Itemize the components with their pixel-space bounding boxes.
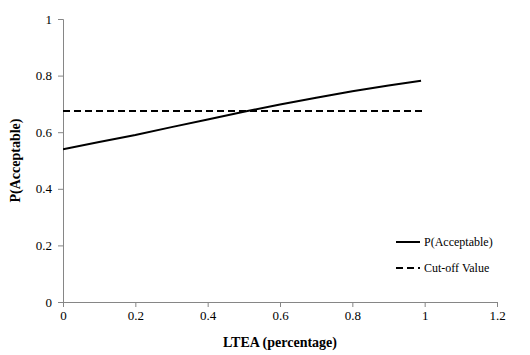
tick-mark	[58, 189, 63, 190]
tick: 0.8	[36, 68, 63, 83]
legend-item: Cut-off Value	[396, 261, 489, 275]
tick-mark	[58, 302, 63, 303]
legend-swatch	[396, 267, 420, 269]
axis-line	[58, 20, 64, 303]
tick-mark	[58, 76, 63, 77]
x-axis-title: LTEA (percentage)	[223, 335, 337, 351]
tick: 0.6	[36, 125, 63, 140]
series-line	[63, 110, 425, 112]
tick: 1.2	[489, 302, 505, 323]
tick-mark	[497, 302, 498, 307]
tick-label: 0	[60, 308, 67, 323]
tick: 0.6	[272, 302, 289, 323]
tick: 0.2	[36, 238, 63, 253]
legend-label: Cut-off Value	[424, 261, 489, 275]
legend-swatch	[396, 241, 420, 243]
tick-mark	[208, 302, 209, 307]
y-axis: 0 0.2 0.4 0.6 0.8 1	[36, 12, 64, 310]
tick: 1	[46, 12, 64, 27]
tick-label: 0.4	[200, 308, 217, 323]
tick-label: 0.6	[36, 125, 53, 140]
tick-label: 0.4	[36, 181, 53, 196]
tick-mark	[135, 302, 136, 307]
series-line	[63, 81, 421, 149]
tick-label: 0.8	[345, 308, 361, 323]
tick-label: 0	[46, 295, 53, 310]
tick-label: 0.6	[272, 308, 289, 323]
legend: P(Acceptable) Cut-off Value	[396, 235, 493, 275]
legend-label: P(Acceptable)	[424, 235, 493, 249]
axis-line	[64, 303, 498, 308]
legend-item: P(Acceptable)	[396, 235, 493, 249]
tick: 0.8	[345, 302, 361, 323]
tick-label: 1	[46, 12, 53, 27]
plot: 0 0.2 0.4 0.6 0.8 1 1.2 0 0.2 0.4 0.6 0.8 1	[36, 12, 506, 324]
tick: 0.4	[200, 302, 217, 323]
tick-mark	[58, 245, 63, 246]
x-axis: 0 0.2 0.4 0.6 0.8 1 1.2	[60, 302, 505, 323]
tick-label: 0.2	[128, 308, 144, 323]
tick-label: 0.8	[36, 68, 52, 83]
tick-mark	[425, 302, 426, 307]
tick-mark	[352, 302, 353, 307]
tick: 0.2	[128, 302, 144, 323]
tick: 1	[422, 302, 429, 323]
tick-label: 1	[422, 308, 429, 323]
chart: 0 0.2 0.4 0.6 0.8 1 1.2 0 0.2 0.4 0.6 0.8 1 LTEA (per…	[0, 0, 530, 355]
tick-label: 1.2	[489, 308, 505, 323]
tick: 0	[60, 302, 67, 323]
series-group	[63, 81, 425, 149]
tick: 0	[46, 295, 64, 310]
tick-mark	[58, 19, 63, 20]
tick-mark	[280, 302, 281, 307]
tick-mark	[58, 132, 63, 133]
tick: 0.4	[36, 181, 63, 196]
tick-label: 0.2	[36, 238, 52, 253]
y-axis-title: P(Acceptable)	[8, 118, 24, 202]
